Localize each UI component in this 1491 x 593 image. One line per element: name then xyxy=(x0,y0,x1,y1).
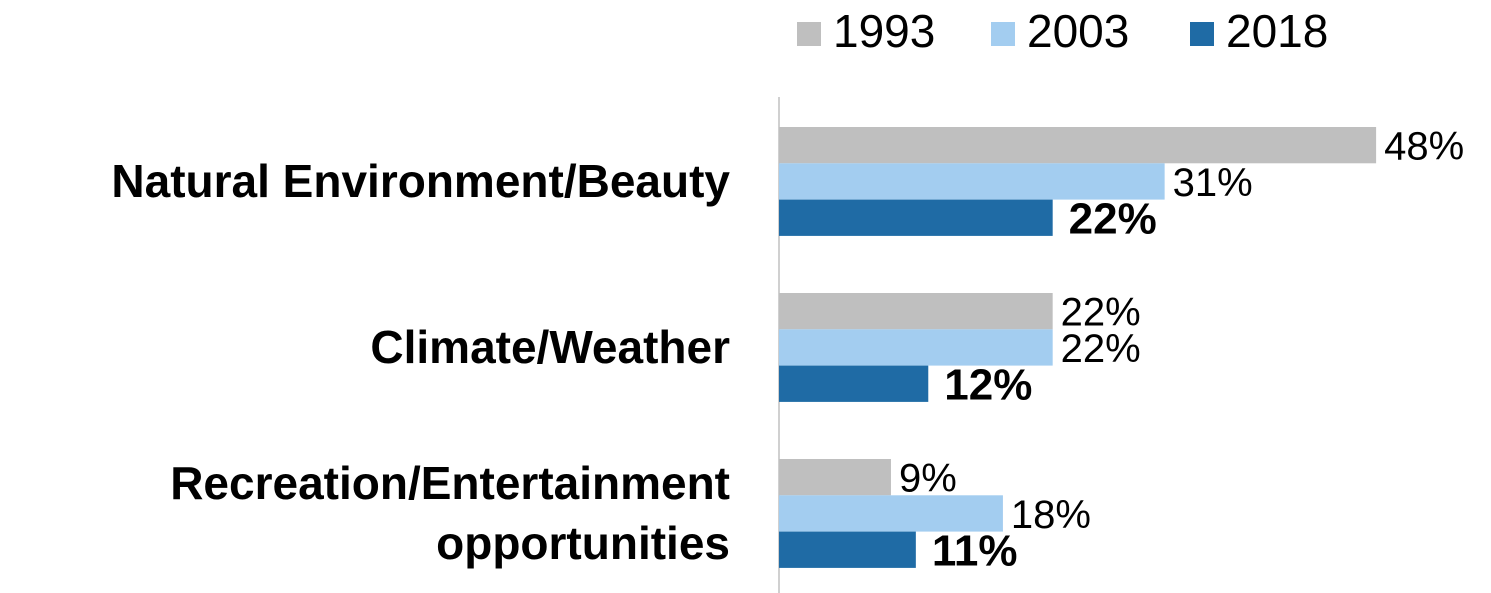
bar xyxy=(779,531,916,568)
value-label: 31% xyxy=(1173,161,1253,205)
bar xyxy=(779,329,1053,366)
bar xyxy=(779,199,1053,236)
value-label: 11% xyxy=(932,526,1018,575)
category-label: Natural Environment/Beauty xyxy=(111,155,730,208)
category-label: Recreation/Entertainment opportunities xyxy=(170,457,730,570)
legend-swatch xyxy=(991,22,1015,46)
value-label: 22% xyxy=(1061,327,1141,371)
value-label: 22% xyxy=(1061,291,1141,335)
legend-label: 1993 xyxy=(833,5,935,57)
bar xyxy=(779,365,929,402)
bar xyxy=(779,163,1165,200)
bar xyxy=(779,127,1377,164)
bar xyxy=(779,495,1003,532)
value-label: 12% xyxy=(944,360,1032,409)
legend-label: 2003 xyxy=(1027,5,1129,57)
bar xyxy=(779,459,891,496)
legend-label: 2018 xyxy=(1226,5,1328,57)
value-label: 9% xyxy=(899,457,957,501)
bar xyxy=(779,293,1053,330)
value-label: 48% xyxy=(1384,125,1464,169)
legend-swatch xyxy=(797,22,821,46)
value-label: 22% xyxy=(1069,194,1157,243)
category-label: Climate/Weather xyxy=(370,321,730,374)
value-label: 18% xyxy=(1011,493,1091,537)
legend-swatch xyxy=(1190,22,1214,46)
